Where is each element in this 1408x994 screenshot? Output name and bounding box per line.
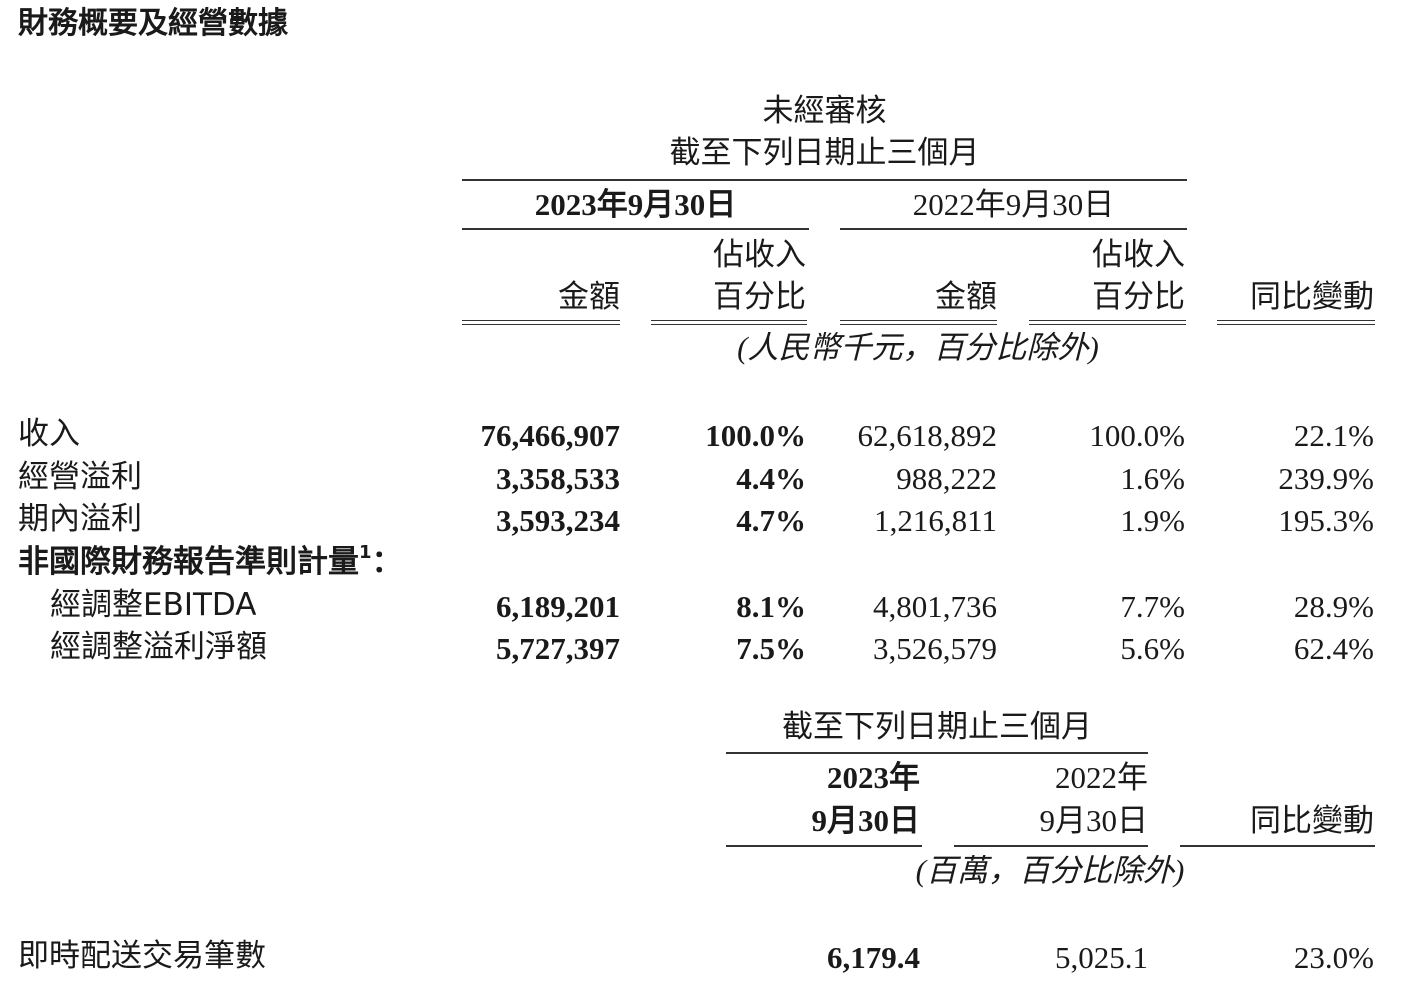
pct-2022: 7.7% xyxy=(1120,589,1185,624)
amount-2022: 3,526,579 xyxy=(873,631,997,666)
pct-2022: 1.6% xyxy=(1120,461,1185,496)
section-label: 非國際財務報告準則計量 xyxy=(18,544,359,580)
divider xyxy=(651,320,807,325)
amount-2022: 62,618,892 xyxy=(857,418,998,453)
section-colon: ： xyxy=(371,544,403,580)
col-yoy-2: 同比變動 xyxy=(1250,803,1374,839)
row-label: 經營溢利 xyxy=(18,459,142,495)
row-label: 經調整EBITDA xyxy=(50,587,257,623)
pct-2023: 8.1% xyxy=(736,589,806,624)
year-2023: 2023年 xyxy=(827,760,920,795)
page-title: 財務概要及經營數據 xyxy=(18,6,288,41)
header-unaudited: 未經審核 xyxy=(762,93,887,129)
amount-2023: 3,593,234 xyxy=(496,503,620,538)
value-yoy: 23.0% xyxy=(1293,940,1374,975)
amount-2023: 5,727,397 xyxy=(496,631,620,666)
col-yoy: 同比變動 xyxy=(1250,279,1374,315)
divider xyxy=(726,752,1148,754)
col-pct-2022-line1: 佔收入 xyxy=(1092,237,1185,273)
col-amount-2023: 金額 xyxy=(558,279,620,315)
value-2022: 5,025.1 xyxy=(1055,940,1148,975)
divider xyxy=(1217,320,1375,325)
header-period-2: 截至下列日期止三個月 xyxy=(782,709,1092,745)
divider xyxy=(840,320,997,325)
pct-2023: 100.0% xyxy=(705,418,806,453)
row-label: 期內溢利 xyxy=(18,501,142,537)
divider xyxy=(726,845,922,847)
amount-2023: 3,358,533 xyxy=(496,461,620,496)
divider xyxy=(954,845,1148,847)
divider xyxy=(462,179,1187,181)
divider xyxy=(840,228,1187,230)
col-pct-2022-line2: 百分比 xyxy=(1092,279,1185,315)
unit-note: (人民幣千元，百分比除外) xyxy=(737,330,1099,365)
header-date-2023: 2023年9月30日 xyxy=(534,187,737,222)
yoy-change: 195.3% xyxy=(1278,503,1374,538)
row-label: 即時配送交易筆數 xyxy=(18,938,266,974)
yoy-change: 62.4% xyxy=(1293,631,1374,666)
row-label: 收入 xyxy=(18,416,80,452)
pct-2023: 7.5% xyxy=(736,631,806,666)
pct-2022: 100.0% xyxy=(1089,418,1185,453)
year-2022: 2022年 xyxy=(1055,760,1148,795)
col-pct-2023-line1: 佔收入 xyxy=(713,237,806,273)
day-2022: 9月30日 xyxy=(1039,803,1149,838)
pct-2023: 4.7% xyxy=(736,503,806,538)
header-period: 截至下列日期止三個月 xyxy=(669,135,980,171)
col-amount-2022: 金額 xyxy=(935,279,997,315)
amount-2023: 6,189,201 xyxy=(496,589,620,624)
pct-2022: 5.6% xyxy=(1120,631,1185,666)
amount-2022: 988,222 xyxy=(896,461,997,496)
section-non-ifrs: 非國際財務報告準則計量1： xyxy=(18,542,403,581)
yoy-change: 28.9% xyxy=(1293,589,1374,624)
pct-2023: 4.4% xyxy=(736,461,806,496)
yoy-change: 22.1% xyxy=(1293,418,1374,453)
amount-2022: 1,216,811 xyxy=(874,503,997,538)
value-2023: 6,179.4 xyxy=(827,940,920,975)
divider xyxy=(462,320,620,325)
unit-note-2: (百萬，百分比除外) xyxy=(915,853,1185,888)
row-label: 經調整溢利淨額 xyxy=(50,629,267,665)
day-2023: 9月30日 xyxy=(811,803,921,838)
pct-2022: 1.9% xyxy=(1120,503,1185,538)
divider xyxy=(462,228,809,230)
divider xyxy=(1180,845,1375,847)
yoy-change: 239.9% xyxy=(1278,461,1374,496)
footnote-marker: 1 xyxy=(359,542,372,563)
col-pct-2023-line2: 百分比 xyxy=(713,279,806,315)
divider xyxy=(1029,320,1186,325)
header-date-2022: 2022年9月30日 xyxy=(912,187,1115,222)
amount-2022: 4,801,736 xyxy=(873,589,997,624)
amount-2023: 76,466,907 xyxy=(480,418,621,453)
